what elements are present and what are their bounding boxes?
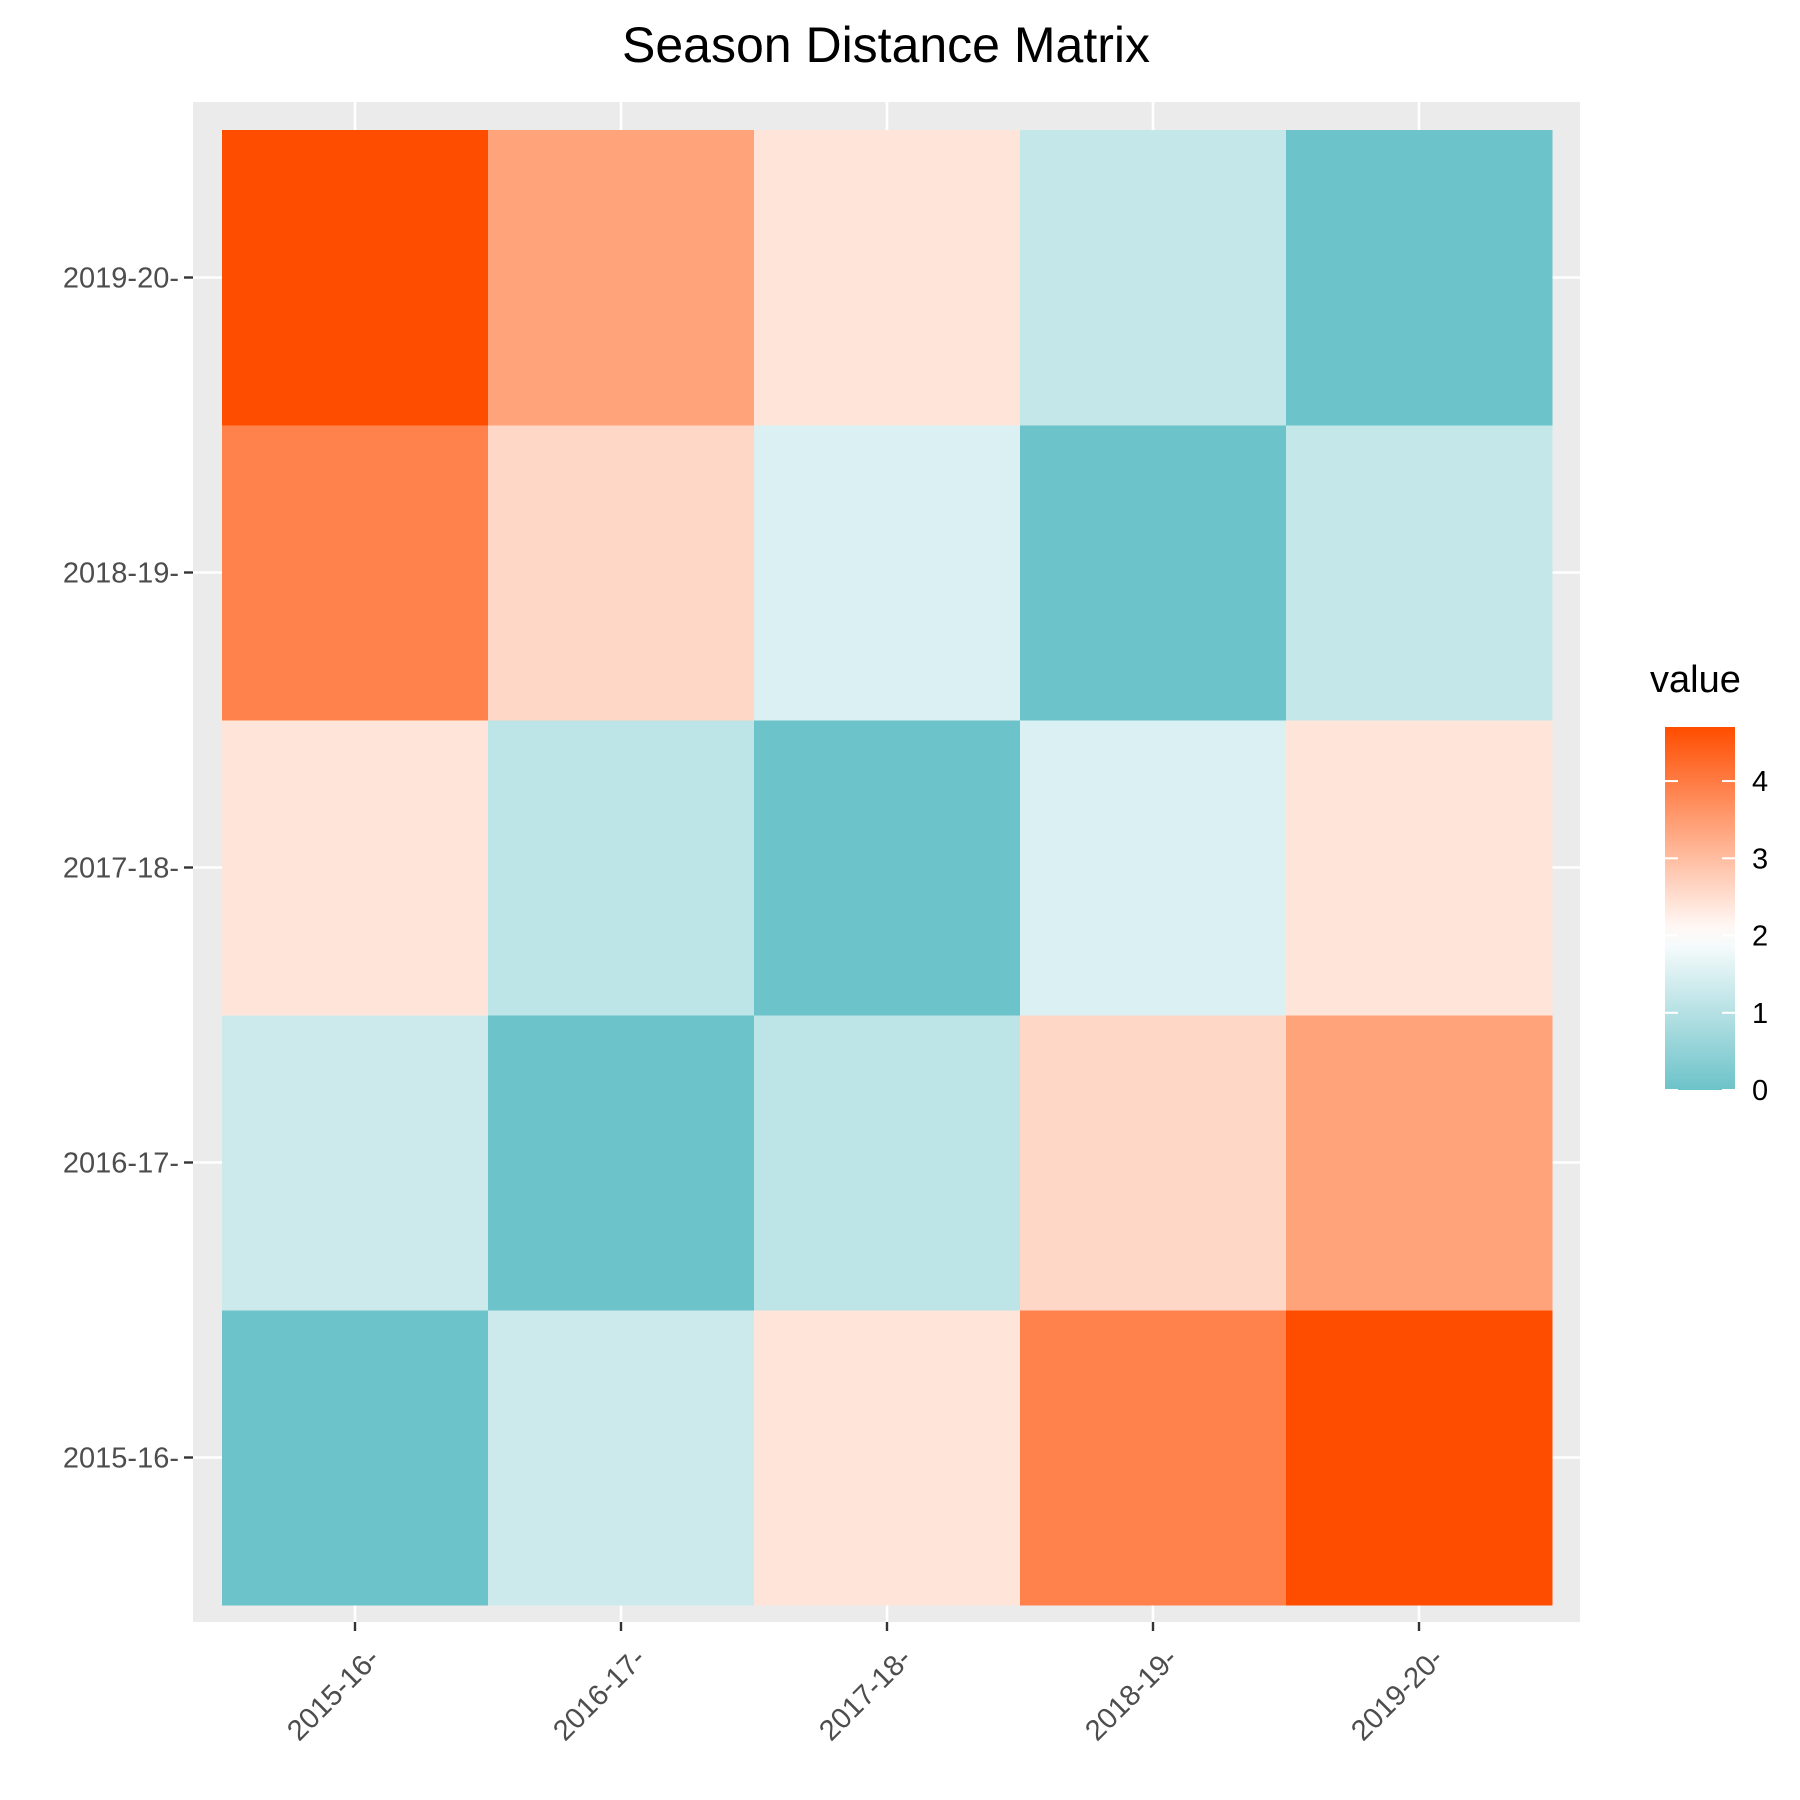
legend-colorbar (1665, 727, 1735, 1090)
legend-ticks: 0 1 2 3 4 (1665, 766, 1768, 1107)
heatmap-cell (754, 720, 1021, 1016)
heatmap-cell (754, 1015, 1021, 1311)
y-axis: 2015-16- 2016-17- 2017-18- 2018-19- 2019-20- (63, 263, 193, 1475)
legend: value 0 1 2 3 4 (1650, 659, 1768, 1107)
heatmap-cell (754, 130, 1021, 426)
x-tick-label: 2016-17- (547, 1642, 652, 1747)
heatmap-cell (222, 425, 489, 721)
x-tick-label: 2018-19- (1079, 1642, 1184, 1747)
y-tick-label: 2015-16- (63, 1443, 179, 1475)
heatmap-cell (1020, 425, 1287, 721)
heatmap-cell (222, 130, 489, 426)
chart-title: Season Distance Matrix (622, 17, 1150, 73)
heatmap-cell (1286, 130, 1553, 426)
heatmap-cell (1286, 720, 1553, 1016)
legend-title: value (1650, 659, 1741, 701)
heatmap-cell (222, 1310, 489, 1606)
legend-tick-label: 3 (1752, 843, 1768, 875)
y-tick-label: 2017-18- (63, 853, 179, 885)
heatmap-cell (1020, 720, 1287, 1016)
heatmap-cell (488, 1310, 755, 1606)
heatmap-cell (488, 425, 755, 721)
heatmap-cell (1286, 1310, 1553, 1606)
heatmap-cell (1020, 1015, 1287, 1311)
heatmap-cell (222, 720, 489, 1016)
legend-tick-label: 1 (1752, 998, 1768, 1030)
y-tick-label: 2018-19- (63, 558, 179, 590)
heatmap-cell (222, 1015, 489, 1311)
heatmap-cell (488, 130, 755, 426)
heatmap-cell (754, 425, 1021, 721)
heatmap-cell (1286, 425, 1553, 721)
heatmap-cell (1020, 1310, 1287, 1606)
x-tick-label: 2019-20- (1345, 1642, 1450, 1747)
x-tick-label: 2015-16- (281, 1642, 386, 1747)
y-tick-label: 2016-17- (63, 1148, 179, 1180)
heatmap-cell (1286, 1015, 1553, 1311)
x-tick-label: 2017-18- (813, 1642, 918, 1747)
legend-tick-label: 0 (1752, 1075, 1768, 1107)
heatmap-cell (488, 720, 755, 1016)
heatmap-cell (488, 1015, 755, 1311)
heatmap-cell (1020, 130, 1287, 426)
y-tick-label: 2019-20- (63, 263, 179, 295)
x-axis: 2015-16- 2016-17- 2017-18- 2018-19- 2019-20- (281, 1622, 1450, 1747)
legend-tick-label: 2 (1752, 921, 1768, 953)
heatmap-cell (754, 1310, 1021, 1606)
heatmap-cells (222, 130, 1553, 1606)
legend-tick-label: 4 (1752, 766, 1768, 798)
